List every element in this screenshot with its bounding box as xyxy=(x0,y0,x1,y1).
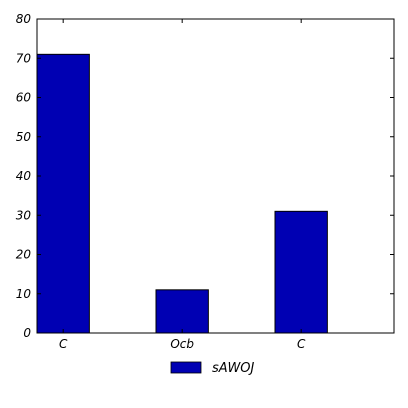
bar-1 xyxy=(155,289,209,334)
plot-frame xyxy=(36,18,395,334)
bar-0 xyxy=(36,53,90,334)
y-tick-label-8: 80 xyxy=(16,12,32,26)
y-tick-label-7: 70 xyxy=(16,51,32,65)
x-tick-label-1: Ocb xyxy=(170,337,194,351)
legend-swatch-sawoj xyxy=(170,361,202,374)
y-tick-label-0: 0 xyxy=(23,326,31,340)
y-tick-label-6: 60 xyxy=(16,91,32,105)
y-axis: 0 10 20 30 40 50 60 70 80 xyxy=(16,12,394,340)
y-tick-label-2: 20 xyxy=(16,248,32,262)
y-tick-label-4: 40 xyxy=(16,169,32,183)
bar-2 xyxy=(274,210,328,334)
y-tick-label-3: 30 xyxy=(16,208,32,222)
x-tick-label-2: C xyxy=(297,337,306,351)
legend-label-sawoj: sAWOJ xyxy=(212,361,255,376)
bars-group xyxy=(36,53,328,334)
x-axis: C Ocb C xyxy=(59,19,306,351)
x-tick-label-0: C xyxy=(59,337,68,351)
y-tick-label-5: 50 xyxy=(16,130,32,144)
y-tick-label-1: 10 xyxy=(16,287,32,301)
legend: sAWOJ xyxy=(170,361,255,376)
